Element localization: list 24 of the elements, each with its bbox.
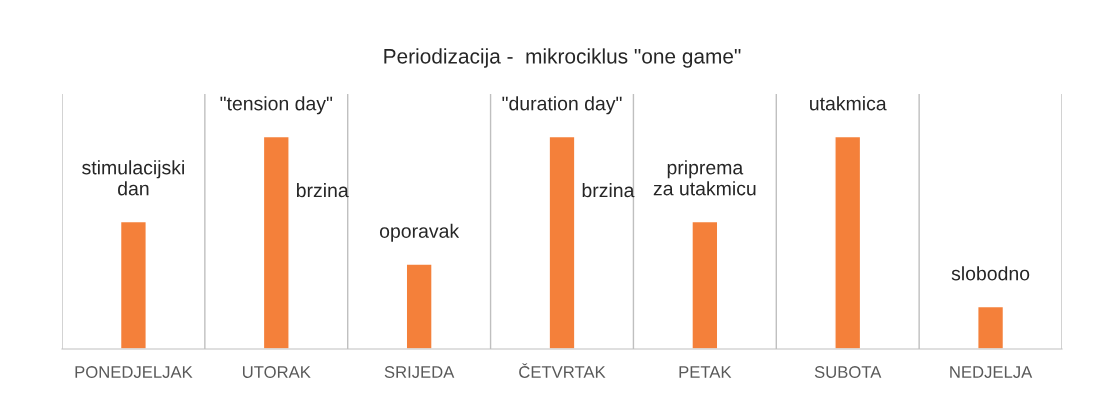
bar [977,305,1005,349]
chart-title: Periodizacija - mikrociklus "one game" [384,48,741,68]
x-tick-label: PONEDJELJAK [75,366,193,378]
x-tick-label: SUBOTA [814,366,882,378]
bar [548,135,576,349]
annotation: "tension day" [220,96,333,115]
annotation: brzina [582,182,635,198]
bar [262,135,290,349]
annotation: brzina [296,182,349,198]
bar [119,220,147,349]
x-tick-label: PETAK [679,366,732,378]
x-tick-label: NEDJELJA [950,366,1033,378]
annotation: priprema za utakmicu [653,160,756,196]
annotation: utakmica [810,96,887,111]
annotation: slobodno [951,266,1030,281]
annotation: oporavak [379,223,460,242]
annotation: stimulacijski dan [82,160,184,196]
annotation: "duration day" [502,96,622,115]
bar [691,220,719,349]
bar [405,263,433,349]
x-tick-label: ČETVRTAK [519,363,606,378]
x-tick-label: UTORAK [242,366,311,378]
bar [834,135,862,349]
x-tick-label: SRIJEDA [384,366,455,378]
